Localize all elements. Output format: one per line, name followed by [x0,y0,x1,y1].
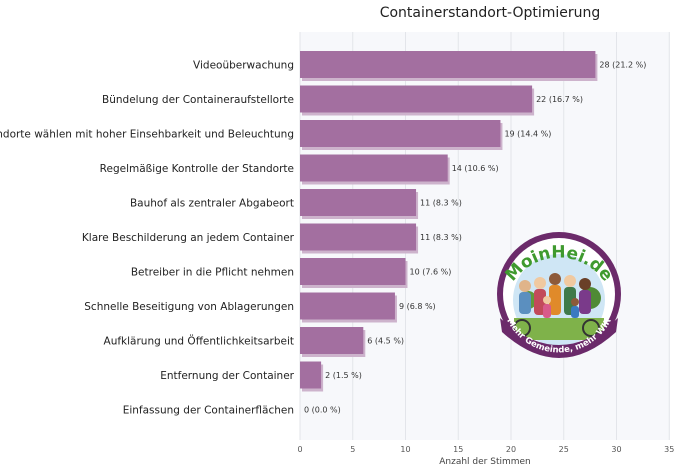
data-label: 22 (16.7 %) [536,95,583,104]
bar [300,189,417,216]
data-label: 10 (7.6 %) [410,268,452,277]
data-label: 0 (0.0 %) [304,406,341,415]
category-label: Schnelle Beseitigung von Ablagerungen [84,301,294,313]
category-label: Bündelung der Containeraufstellorte [102,94,294,106]
category-label: Bauhof als zentraler Abgabeort [130,198,294,210]
x-tick-label: 20 [506,445,516,454]
category-label: Einfassung der Containerflächen [123,405,294,417]
bar [300,258,406,285]
bar [300,120,501,147]
x-tick-label: 15 [453,445,463,454]
x-tick-label: 25 [559,445,569,454]
data-label: 11 (8.3 %) [420,199,462,208]
data-label: 28 (21.2 %) [599,61,646,70]
bar [300,361,322,389]
x-tick-label: 10 [400,445,410,454]
bars [300,51,598,392]
data-label: 11 (8.3 %) [420,233,462,242]
bar [300,223,417,251]
x-tick-label: 5 [350,445,355,454]
category-label: Videoüberwachung [193,60,294,72]
x-tick-label: 35 [664,445,674,454]
x-tick-labels: 0 5 10 15 20 25 30 35 [297,445,674,454]
moinhei-logo: MoinHei.de Mehr Gemeinde, mehr WIR [497,232,621,358]
data-label: 14 (10.6 %) [452,164,499,173]
category-labels: Videoüberwachung Bündelung der Containera… [0,60,295,417]
data-labels: 28 (21.2 %) 22 (16.7 %) 19 (14.4 %) 14 (10.… [304,61,646,415]
category-label: Standorte wählen mit hoher Einsehbarkeit… [0,129,294,141]
data-label: 2 (1.5 %) [325,371,362,380]
category-label: Regelmäßige Kontrolle der Standorte [100,163,294,175]
data-label: 19 (14.4 %) [504,130,551,139]
data-label: 6 (4.5 %) [367,337,404,346]
bar [300,51,596,78]
bar [300,85,533,113]
x-tick-label: 0 [297,445,302,454]
bar [300,154,448,182]
bar [300,327,364,354]
category-label: Klare Beschilderung an jedem Container [82,232,295,244]
category-label: Betreiber in die Pflicht nehmen [131,267,294,279]
x-tick-label: 30 [611,445,621,454]
bar [300,292,395,320]
category-label: Aufklärung und Öffentlichkeitsarbeit [104,335,294,348]
chart-title: Containerstandort-Optimierung [380,5,601,21]
x-axis-label: Anzahl der Stimmen [439,457,531,467]
people-illustration-icon [513,273,600,337]
data-label: 9 (6.8 %) [399,302,436,311]
category-label: Entfernung der Container [160,370,294,382]
